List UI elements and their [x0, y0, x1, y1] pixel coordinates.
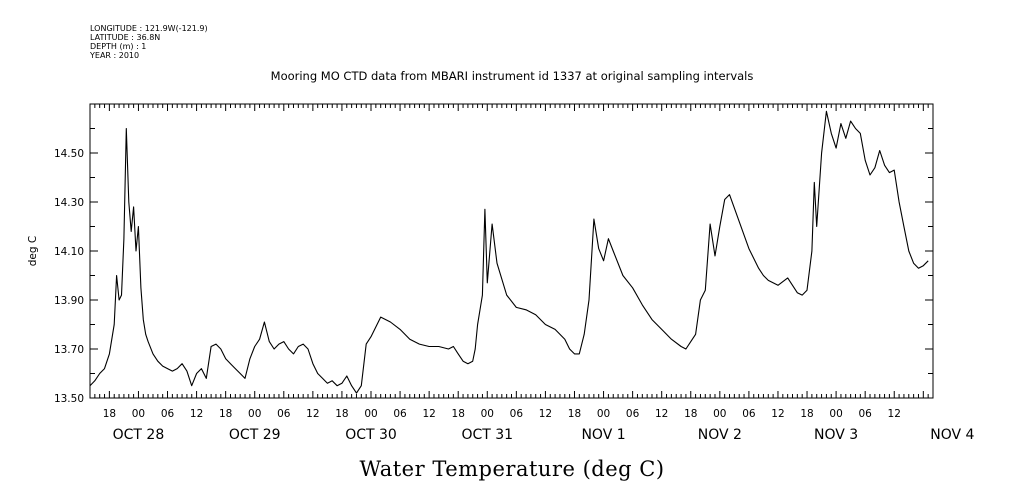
x-hour-tick-label: 06: [393, 408, 407, 420]
x-date-labels: OCT 28 OCT 29 OCT 30 OCT 31 NOV 1 NOV 2 NOV 3 N…: [113, 427, 975, 443]
x-hour-tick-label: 00: [481, 408, 494, 420]
x-hour-tick-label: 12: [539, 408, 552, 420]
x-date-label: OCT 29: [229, 427, 281, 443]
axis-ticks: [89, 104, 934, 399]
y-axis-label: deg C: [27, 236, 39, 266]
chart-title: Mooring MO CTD data from MBARI instrumen…: [271, 69, 754, 83]
x-hour-tick-label: 06: [161, 408, 175, 420]
x-hour-tick-label: 12: [655, 408, 668, 420]
x-hour-tick-label: 18: [103, 408, 116, 420]
x-hour-tick-label: 00: [248, 408, 261, 420]
x-hour-tick-label: 18: [568, 408, 581, 420]
x-hour-tick-label: 18: [219, 408, 232, 420]
x-date-label: NOV 4: [930, 427, 974, 443]
y-tick-label: 14.30: [54, 197, 84, 209]
series-line-water-temperature: [89, 110, 929, 394]
x-date-label: NOV 2: [698, 427, 742, 443]
x-date-label: OCT 31: [461, 427, 513, 443]
chart-meta: LONGITUDE : 121.9W(-121.9) LATITUDE : 36…: [89, 24, 208, 60]
x-hour-tick-label: 18: [335, 408, 348, 420]
x-date-label: OCT 30: [345, 427, 397, 443]
y-tick-label: 13.70: [54, 344, 84, 356]
x-hour-tick-label: 06: [510, 408, 524, 420]
meta-latitude: LATITUDE : 36.8N: [90, 33, 160, 42]
y-tick-label: 14.10: [54, 246, 84, 258]
x-hour-tick-label: 06: [277, 408, 291, 420]
y-tick-label: 14.50: [54, 148, 84, 160]
meta-longitude: LONGITUDE : 121.9W(-121.9): [90, 24, 208, 33]
x-hour-tick-label: 00: [132, 408, 145, 420]
x-hour-tick-label: 00: [364, 408, 377, 420]
y-tick-label: 13.50: [54, 393, 84, 405]
x-date-label: OCT 28: [113, 427, 165, 443]
x-hour-tick-label: 18: [800, 408, 813, 420]
meta-year: YEAR : 2010: [89, 51, 139, 60]
x-hour-tick-label: 00: [597, 408, 610, 420]
x-hour-tick-label: 12: [771, 408, 784, 420]
x-hour-tick-label: 18: [684, 408, 697, 420]
x-date-label: NOV 1: [581, 427, 625, 443]
x-hour-tick-labels: 18 00 06 12 18 00 06 12 18 00 06 12 18 00 06 12 18 00 06 12…: [103, 408, 901, 420]
x-hour-tick-label: 06: [626, 408, 640, 420]
y-tick-label: 13.90: [54, 295, 84, 307]
meta-depth: DEPTH (m) : 1: [90, 42, 146, 51]
x-hour-tick-label: 12: [190, 408, 203, 420]
y-tick-labels: 13.50 13.70 13.90 14.10 14.30 14.50: [54, 148, 84, 405]
x-hour-tick-label: 12: [306, 408, 319, 420]
x-axis-label: Water Temperature (deg C): [359, 457, 664, 481]
x-hour-tick-label: 12: [422, 408, 435, 420]
x-hour-tick-label: 06: [858, 408, 872, 420]
x-hour-tick-label: 00: [829, 408, 842, 420]
x-hour-tick-label: 00: [713, 408, 726, 420]
x-hour-tick-label: 12: [888, 408, 901, 420]
x-date-label: NOV 3: [814, 427, 858, 443]
plot-frame: [89, 103, 934, 399]
x-hour-tick-label: 06: [742, 408, 756, 420]
x-hour-tick-label: 18: [452, 408, 465, 420]
